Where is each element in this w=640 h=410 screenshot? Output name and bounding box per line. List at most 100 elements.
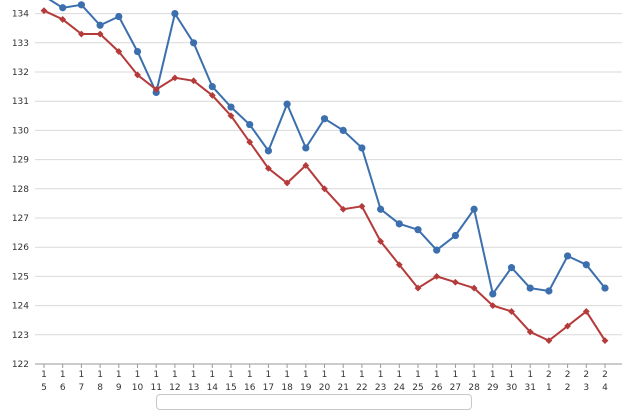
series-2-point bbox=[283, 179, 291, 187]
x-tick-label-day: 10 bbox=[132, 383, 144, 393]
series-2-point bbox=[321, 185, 328, 193]
x-tick-label-month: 1 bbox=[79, 370, 85, 380]
series-2-point bbox=[452, 278, 459, 286]
x-tick-label-day: 22 bbox=[356, 383, 367, 393]
x-tick-label-month: 1 bbox=[209, 370, 215, 380]
x-tick-label-month: 1 bbox=[322, 370, 328, 380]
x-tick-label-month: 2 bbox=[565, 370, 571, 380]
series-1-point bbox=[601, 284, 609, 292]
series-2-point bbox=[358, 202, 366, 210]
y-tick-label: 134 bbox=[12, 10, 29, 20]
x-tick-label-day: 7 bbox=[79, 383, 85, 393]
x-tick-label-month: 1 bbox=[41, 370, 47, 380]
x-tick-label-day: 9 bbox=[116, 383, 122, 393]
x-tick-label-day: 28 bbox=[468, 383, 480, 393]
x-tick-label-month: 1 bbox=[490, 370, 496, 380]
chart-svg: 1221231241251261271281291301311321331341… bbox=[12, 0, 622, 393]
series-1-point bbox=[564, 252, 572, 260]
x-tick-label-month: 1 bbox=[396, 370, 402, 380]
series-2-point bbox=[433, 273, 441, 280]
series-1-point bbox=[246, 120, 254, 129]
series-2-point bbox=[59, 16, 67, 23]
legend-box bbox=[156, 394, 472, 410]
x-tick-label-day: 27 bbox=[450, 383, 461, 393]
y-tick-label: 129 bbox=[12, 156, 29, 166]
x-tick-label-month: 1 bbox=[303, 370, 309, 380]
series-1-point bbox=[395, 220, 403, 228]
x-tick-label-month: 1 bbox=[284, 370, 290, 380]
series-1-point bbox=[526, 284, 534, 292]
series-1-point bbox=[171, 10, 179, 18]
series-2-point bbox=[152, 86, 160, 93]
series-2-point bbox=[302, 162, 310, 169]
series-2-point bbox=[265, 164, 272, 172]
y-tick-label: 125 bbox=[12, 272, 29, 282]
x-tick-label-day: 5 bbox=[41, 383, 47, 393]
x-tick-label-month: 1 bbox=[527, 370, 533, 380]
x-tick-label-month: 1 bbox=[191, 370, 197, 380]
y-tick-label: 124 bbox=[12, 302, 29, 312]
x-tick-label-month: 1 bbox=[359, 370, 365, 380]
series-2-point bbox=[134, 71, 141, 79]
x-tick-label-month: 1 bbox=[453, 370, 459, 380]
x-tick-label-month: 1 bbox=[135, 370, 141, 380]
series-1-point bbox=[470, 205, 478, 213]
series-1-point bbox=[77, 1, 85, 9]
y-tick-label: 130 bbox=[12, 126, 29, 136]
x-tick-label-day: 13 bbox=[188, 383, 199, 393]
series-2-point bbox=[96, 30, 104, 38]
x-tick-label-day: 24 bbox=[394, 383, 406, 393]
x-tick-label-day: 29 bbox=[487, 383, 499, 393]
x-tick-label-day: 31 bbox=[524, 383, 535, 393]
x-tick-label-month: 2 bbox=[602, 370, 608, 380]
y-tick-label: 127 bbox=[12, 214, 29, 224]
series-2-point bbox=[564, 322, 571, 330]
x-tick-label-month: 1 bbox=[97, 370, 103, 380]
x-tick-label-month: 1 bbox=[116, 370, 122, 380]
x-tick-label-day: 17 bbox=[263, 383, 274, 393]
series-1-point bbox=[320, 115, 329, 123]
x-tick-label-month: 1 bbox=[60, 370, 66, 380]
series-1-point bbox=[264, 147, 272, 155]
series-1-point bbox=[227, 103, 235, 111]
x-tick-label-month: 1 bbox=[434, 370, 440, 380]
x-tick-label-day: 6 bbox=[60, 383, 66, 393]
series-2-point bbox=[339, 205, 347, 213]
x-tick-label-day: 16 bbox=[244, 383, 256, 393]
series-1-line bbox=[48, 0, 606, 297]
series-1-point bbox=[302, 144, 310, 152]
series-1-point bbox=[451, 231, 459, 240]
series-1-point bbox=[507, 264, 516, 272]
x-tick-label-day: 19 bbox=[300, 383, 312, 393]
series-2-point bbox=[377, 237, 384, 245]
x-tick-label-day: 25 bbox=[412, 383, 423, 393]
series-1-point bbox=[358, 144, 366, 152]
series-2-point bbox=[190, 77, 197, 85]
series-1-point bbox=[115, 12, 123, 21]
x-tick-label-month: 1 bbox=[266, 370, 272, 380]
x-tick-label-month: 1 bbox=[228, 370, 234, 380]
y-tick-label: 126 bbox=[12, 243, 29, 253]
x-tick-label-month: 1 bbox=[509, 370, 515, 380]
series-1-point bbox=[433, 246, 441, 254]
series-2-point bbox=[171, 74, 179, 82]
x-tick-label-month: 1 bbox=[471, 370, 477, 380]
series-1-point bbox=[545, 287, 553, 295]
series-2-point bbox=[526, 328, 534, 336]
y-tick-label: 128 bbox=[12, 185, 29, 195]
series-2-point bbox=[582, 308, 590, 315]
series-2-point bbox=[246, 138, 254, 146]
series-1-point bbox=[208, 83, 216, 91]
x-tick-label-day: 30 bbox=[506, 383, 518, 393]
x-tick-label-day: 11 bbox=[150, 383, 161, 393]
x-tick-label-month: 1 bbox=[340, 370, 346, 380]
series-1-point bbox=[414, 226, 422, 234]
y-tick-label: 133 bbox=[12, 39, 29, 49]
y-tick-label: 122 bbox=[12, 360, 29, 370]
x-tick-label-day: 14 bbox=[207, 383, 219, 393]
x-tick-label-day: 20 bbox=[319, 383, 331, 393]
series-2-point bbox=[545, 337, 553, 345]
series-1-point bbox=[489, 290, 497, 298]
y-tick-label: 123 bbox=[12, 331, 29, 341]
series-1-point bbox=[59, 4, 67, 12]
